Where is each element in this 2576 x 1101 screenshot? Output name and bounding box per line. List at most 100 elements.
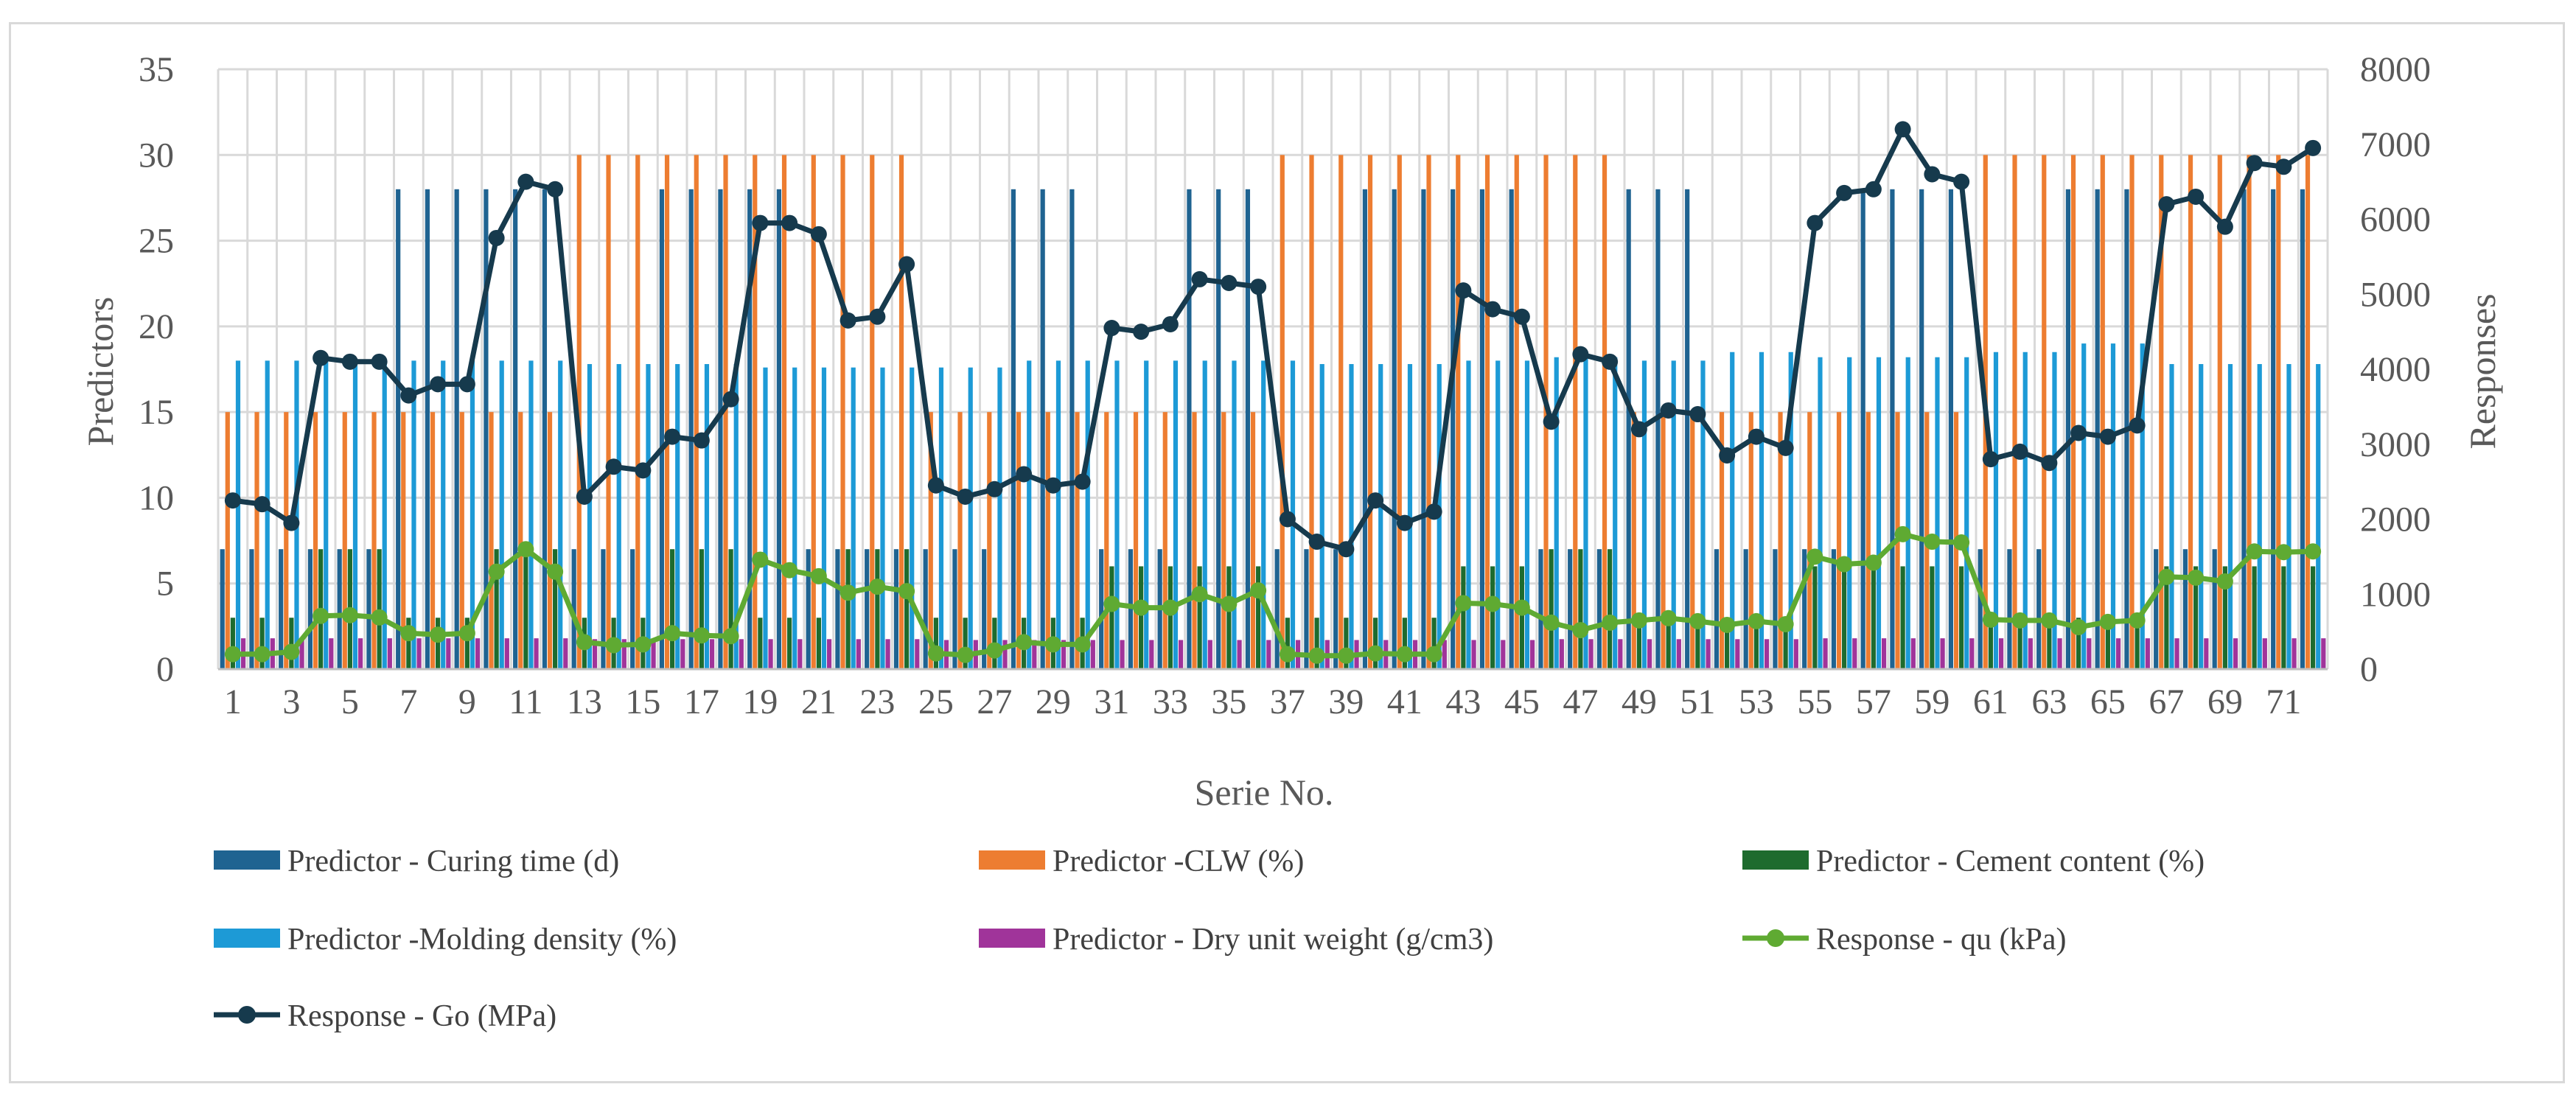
bar-molding-15: [646, 364, 651, 669]
bar-clw-24: [898, 155, 904, 670]
bar-cement-31: [1109, 566, 1114, 669]
x-tick-label: 51: [1680, 682, 1715, 721]
point-go-65: [2099, 428, 2116, 445]
bar-curing-70: [2241, 189, 2247, 669]
bar-cement-23: [875, 549, 880, 669]
bar-molding-17: [704, 364, 710, 669]
bar-curing-40: [1362, 189, 1368, 669]
bar-clw-45: [1514, 155, 1519, 670]
bar-clw-57: [1865, 412, 1871, 669]
bar-dry-56: [1852, 638, 1857, 669]
y-right-tick-label: 0: [2360, 650, 2378, 689]
bar-clw-64: [2070, 155, 2076, 670]
x-tick-label: 15: [625, 682, 660, 721]
bar-cement-71: [2281, 566, 2286, 669]
bar-molding-12: [558, 360, 563, 669]
point-go-57: [1865, 181, 1882, 198]
point-go-1: [224, 492, 241, 509]
point-go-24: [898, 256, 915, 273]
point-qu-72: [2305, 543, 2322, 560]
bar-curing-63: [2036, 549, 2042, 669]
bar-clw-43: [1456, 155, 1461, 670]
point-go-16: [664, 428, 681, 445]
y-right-tick-label: 5000: [2360, 275, 2431, 314]
bar-clw-47: [1573, 155, 1578, 670]
point-go-14: [605, 458, 622, 475]
bar-molding-46: [1554, 357, 1559, 669]
point-qu-40: [1367, 645, 1384, 662]
bar-clw-38: [1309, 155, 1314, 670]
bar-curing-37: [1274, 549, 1280, 669]
bar-molding-25: [938, 367, 944, 669]
y-right-tick-label: 1000: [2360, 575, 2431, 614]
x-tick-label: 37: [1270, 682, 1305, 721]
bar-cement-26: [963, 618, 968, 669]
point-go-6: [371, 353, 388, 370]
bar-dry-14: [621, 639, 626, 669]
bar-cement-10: [494, 549, 499, 669]
legend-item-clw: Predictor -CLW (%): [979, 845, 1304, 878]
point-go-67: [2158, 196, 2175, 213]
point-go-30: [1074, 473, 1091, 490]
legend-swatch-clw: [979, 850, 1045, 870]
bar-curing-41: [1392, 189, 1397, 669]
y-right-tick-label: 6000: [2360, 200, 2431, 240]
bar-dry-59: [1940, 638, 1945, 669]
bar-cement-46: [1549, 549, 1554, 669]
bar-curing-53: [1743, 549, 1748, 669]
bar-dry-29: [1061, 640, 1067, 669]
bar-cement-72: [2311, 566, 2316, 669]
bar-dry-18: [739, 639, 744, 669]
bar-curing-61: [1978, 549, 1983, 669]
bar-cement-49: [1636, 618, 1641, 669]
point-qu-48: [1602, 614, 1619, 631]
bar-curing-35: [1216, 189, 1221, 669]
bar-molding-27: [997, 367, 1002, 669]
bar-clw-3: [284, 412, 289, 669]
point-qu-7: [400, 625, 417, 642]
bar-cement-20: [787, 618, 792, 669]
bar-cement-22: [845, 549, 851, 669]
bar-curing-39: [1333, 549, 1338, 669]
bar-dry-61: [1998, 638, 2004, 669]
point-qu-67: [2158, 568, 2175, 585]
point-qu-64: [2070, 619, 2087, 636]
bar-dry-71: [2291, 638, 2297, 669]
legend-item-curing: Predictor - Curing time (d): [214, 845, 619, 878]
bar-clw-63: [2042, 155, 2047, 670]
point-qu-3: [283, 643, 300, 660]
bar-dry-21: [826, 639, 832, 669]
bar-cement-45: [1519, 566, 1524, 669]
bar-dry-42: [1442, 640, 1447, 669]
bar-dry-13: [592, 639, 598, 669]
point-qu-68: [2188, 569, 2205, 586]
bar-curing-8: [425, 189, 430, 669]
bar-curing-49: [1626, 189, 1631, 669]
y-right-tick-label: 3000: [2360, 425, 2431, 464]
bar-dry-51: [1706, 639, 1711, 669]
legend-item-go: Response - Go (MPa): [214, 999, 556, 1033]
legend-item-qu: Response - qu (kPa): [1742, 923, 2066, 957]
point-qu-71: [2275, 544, 2292, 561]
bar-molding-59: [1935, 357, 1940, 669]
point-qu-60: [1953, 534, 1970, 551]
point-go-58: [1894, 121, 1911, 138]
bar-molding-52: [1730, 352, 1735, 669]
bar-clw-69: [2217, 155, 2222, 670]
bar-cement-35: [1226, 566, 1232, 669]
point-go-22: [840, 312, 856, 329]
bar-cement-54: [1783, 618, 1788, 669]
point-qu-11: [517, 541, 534, 558]
y-axis-left-title: Predictors: [80, 297, 121, 447]
bar-molding-43: [1466, 360, 1471, 669]
bar-clw-48: [1602, 155, 1608, 670]
bar-cement-40: [1373, 618, 1378, 669]
point-qu-34: [1191, 586, 1208, 603]
bar-clw-56: [1836, 412, 1842, 669]
point-qu-15: [635, 636, 652, 653]
point-go-41: [1396, 514, 1413, 531]
y-left-tick-label: 35: [139, 50, 174, 89]
bar-clw-50: [1661, 412, 1666, 669]
point-go-19: [752, 214, 769, 231]
bar-cement-69: [2222, 566, 2227, 669]
